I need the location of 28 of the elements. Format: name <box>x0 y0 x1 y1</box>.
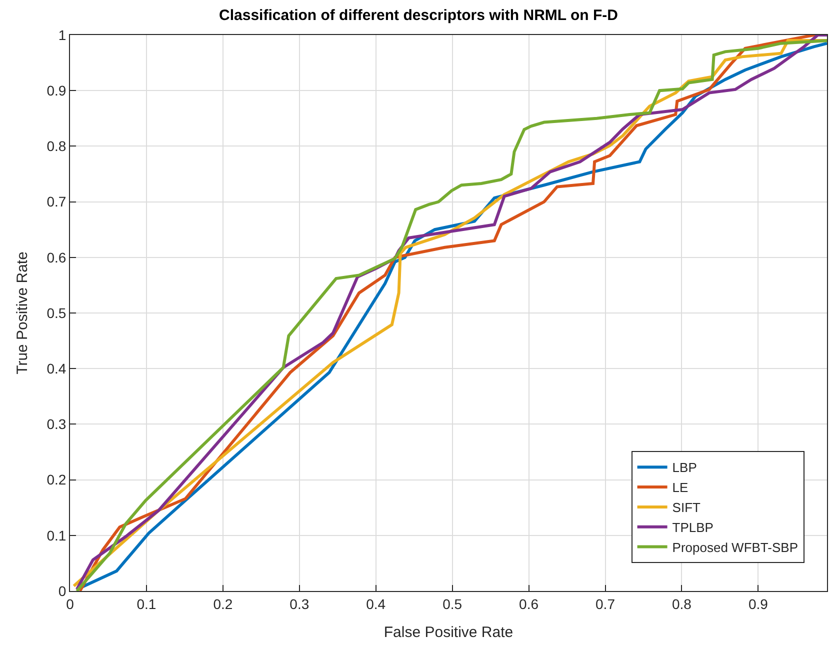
y-tick-label: 0.9 <box>46 82 66 98</box>
legend-label: SIFT <box>672 500 701 516</box>
legend-label: LBP <box>672 460 697 476</box>
y-tick-label: 0.6 <box>46 249 66 266</box>
y-tick-label: 0 <box>58 582 66 599</box>
y-tick-label: 0.7 <box>46 194 66 210</box>
chart-title: Classification of different descriptors with NRML on F-D <box>219 7 618 24</box>
x-axis-title: False Positive Rate <box>384 624 514 641</box>
x-tick-label: 0.3 <box>290 596 310 612</box>
x-tick-label: 0.8 <box>672 596 692 612</box>
y-tick-label: 0.2 <box>46 472 66 488</box>
y-tick-label: 0.5 <box>46 304 66 321</box>
legend-label: Proposed WFBT-SBP <box>672 540 798 555</box>
x-tick-label: 0.4 <box>366 596 386 612</box>
y-tick-label: 0.8 <box>46 138 66 154</box>
x-tick-label: 0.5 <box>442 596 462 612</box>
y-tick-label: 0.1 <box>46 527 66 544</box>
legend-label: LE <box>672 480 689 496</box>
y-axis-title: True Positive Rate <box>14 252 31 374</box>
x-tick-label: 0.9 <box>748 596 768 612</box>
legend-label: TPLBP <box>672 520 714 535</box>
x-tick-label: 0.2 <box>213 596 233 612</box>
y-tick-label: 1 <box>58 26 66 43</box>
x-tick-label: 0.7 <box>596 596 616 612</box>
x-tick-label: 0.6 <box>519 596 539 612</box>
x-tick-label: 0.1 <box>136 596 156 612</box>
y-tick-label: 0.3 <box>46 416 66 432</box>
y-tick-label: 0.4 <box>46 360 66 376</box>
